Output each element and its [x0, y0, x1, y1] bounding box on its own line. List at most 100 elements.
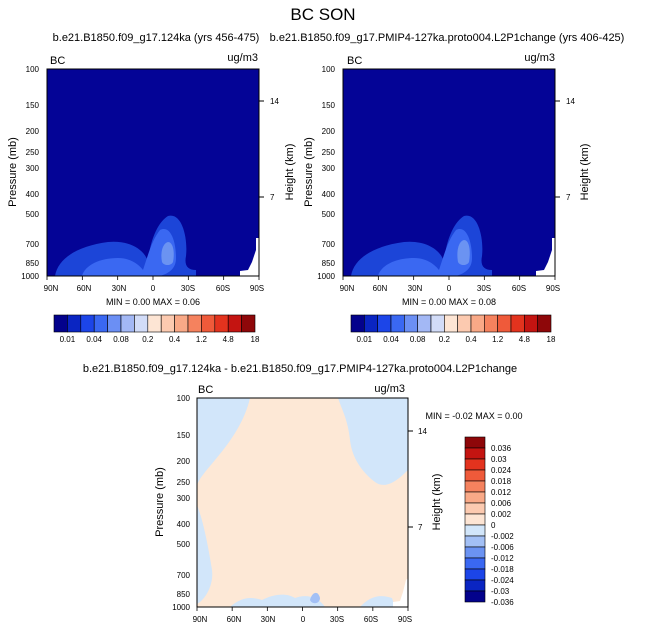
y-tick-label: 100 — [26, 65, 40, 74]
colorbar-swatch — [464, 535, 486, 548]
colorbar-swatch — [174, 314, 189, 333]
x-tick-label: 30S — [330, 615, 344, 624]
colorbar-label: -0.002 — [491, 532, 514, 541]
colorbar-label: 0.2 — [142, 335, 154, 344]
colorbar-swatch — [464, 458, 486, 471]
colorbar-swatch — [457, 314, 472, 333]
x-tick-label: 90S — [250, 284, 264, 293]
colorbar-label: -0.024 — [491, 576, 514, 585]
panel-1-contour-blue4 — [161, 242, 174, 265]
y-tick-label: 100 — [322, 65, 336, 74]
panel-3-y-ticks: 100 150 200 250 300 400 500 700 850 1000 — [172, 394, 190, 612]
panel-1-stats: MIN = 0.00 MAX = 0.06 — [106, 297, 200, 307]
colorbar-swatch — [524, 314, 538, 333]
x-tick-label: 60N — [77, 284, 92, 293]
panel-2-ylabel: Pressure (mb) — [303, 137, 315, 207]
colorbar-label: 18 — [547, 335, 556, 344]
y-tick-label: 700 — [322, 240, 336, 249]
y-tick-label: 200 — [26, 127, 40, 136]
colorbar-swatch — [53, 314, 68, 333]
colorbar-label: 1.2 — [196, 335, 208, 344]
x-tick-label: 0 — [151, 284, 156, 293]
colorbar-swatch — [464, 447, 486, 460]
x-tick-label: 90S — [546, 284, 560, 293]
colorbar-swatch — [444, 314, 458, 333]
x-tick-label: 30N — [261, 615, 276, 624]
colorbar-label: 0.012 — [491, 488, 512, 497]
panel-2-y-ticks: 100 150 200 250 300 400 500 700 850 1000 — [317, 65, 335, 281]
panel-1: b.e21.B1850.f09_g17.124ka (yrs 456-475) … — [7, 32, 296, 344]
colorbar-label: 4.8 — [519, 335, 531, 344]
panel-3-ylabel-right: Height (km) — [431, 474, 443, 531]
panel-1-x-ticks: 90N 60N 30N 0 30S 60S 90S — [44, 284, 264, 293]
x-tick-label: 30N — [408, 284, 423, 293]
panel-1-terrain — [240, 238, 259, 276]
colorbar-swatch — [464, 513, 486, 526]
panel-1-colorbar: 0.01 0.04 0.08 0.2 0.4 1.2 4.8 18 — [53, 314, 260, 344]
y-tick-label: 700 — [177, 571, 191, 580]
colorbar-swatch — [67, 314, 82, 333]
panel-2-stats: MIN = 0.00 MAX = 0.08 — [402, 297, 496, 307]
y-tick-label: 500 — [322, 210, 336, 219]
colorbar-swatch — [464, 436, 486, 449]
x-tick-label: 60N — [373, 284, 388, 293]
y-tick-label: 250 — [322, 148, 336, 157]
y-right-tick-label: 7 — [270, 193, 275, 202]
x-tick-label: 90N — [340, 284, 355, 293]
colorbar-swatch — [93, 314, 108, 333]
y-tick-label: 700 — [26, 240, 40, 249]
x-tick-label: 30S — [477, 284, 491, 293]
colorbar-label: 0.024 — [491, 466, 512, 475]
y-tick-label: 400 — [177, 520, 191, 529]
panel-1-ylabel-right: Height (km) — [284, 144, 296, 201]
colorbar-label: 0 — [491, 521, 496, 530]
colorbar-label: 0.01 — [60, 335, 76, 344]
panel-2-units: ug/m3 — [524, 52, 555, 64]
colorbar-swatch — [464, 480, 486, 493]
colorbar-label: 0.01 — [357, 335, 373, 344]
panel-2-terrain — [536, 238, 555, 276]
panel-3-right-axis: 14 7 Height (km) — [408, 427, 443, 532]
colorbar-label: -0.03 — [491, 587, 510, 596]
y-tick-label: 400 — [26, 190, 40, 199]
y-tick-label: 150 — [322, 101, 336, 110]
colorbar-swatch — [227, 314, 242, 333]
panel-3-stats: MIN = -0.02 MAX = 0.00 — [425, 411, 522, 421]
panel-3-title: b.e21.B1850.f09_g17.124ka - b.e21.B1850.… — [83, 363, 517, 375]
panel-3-contour-neg2 — [310, 592, 320, 604]
panel-2-ylabel-right: Height (km) — [579, 144, 591, 201]
colorbar-swatch — [470, 314, 485, 333]
colorbar-label: 0.03 — [491, 455, 507, 464]
y-tick-label: 150 — [177, 431, 191, 440]
y-tick-label: 1000 — [172, 603, 190, 612]
colorbar-swatch — [464, 469, 486, 482]
colorbar-swatch — [464, 579, 486, 592]
y-tick-label: 300 — [322, 164, 336, 173]
colorbar-label: 0.002 — [491, 510, 512, 519]
panel-3-terrain — [393, 578, 408, 607]
colorbar-swatch — [134, 314, 149, 333]
colorbar-label: 4.8 — [223, 335, 235, 344]
colorbar-swatch — [430, 314, 445, 333]
panel-3-contour-neg-left — [197, 398, 250, 486]
y-tick-label: 200 — [322, 127, 336, 136]
panel-2-contour-blue3 — [378, 229, 472, 276]
panel-2-right-axis: 14 7 Height (km) — [555, 97, 591, 202]
y-right-tick-label: 7 — [566, 193, 571, 202]
colorbar-swatch — [417, 314, 432, 333]
panel-1-contour-blue3 — [82, 229, 176, 276]
figure-title: BC SON — [290, 5, 355, 24]
colorbar-swatch — [187, 314, 202, 333]
x-tick-label: 30N — [112, 284, 127, 293]
colorbar-label: 0.08 — [410, 335, 426, 344]
colorbar-label: -0.012 — [491, 554, 514, 563]
panel-1-left-label: BC — [50, 55, 65, 67]
colorbar-swatch — [484, 314, 498, 333]
colorbar-swatch — [464, 524, 486, 537]
panel-3-contour-neg-bottom-right — [360, 596, 395, 607]
x-tick-label: 90N — [44, 284, 59, 293]
y-tick-label: 1000 — [21, 272, 39, 281]
colorbar-swatch — [364, 314, 378, 333]
panel-2-contour-blue4 — [457, 240, 470, 265]
colorbar-swatch — [537, 314, 552, 333]
